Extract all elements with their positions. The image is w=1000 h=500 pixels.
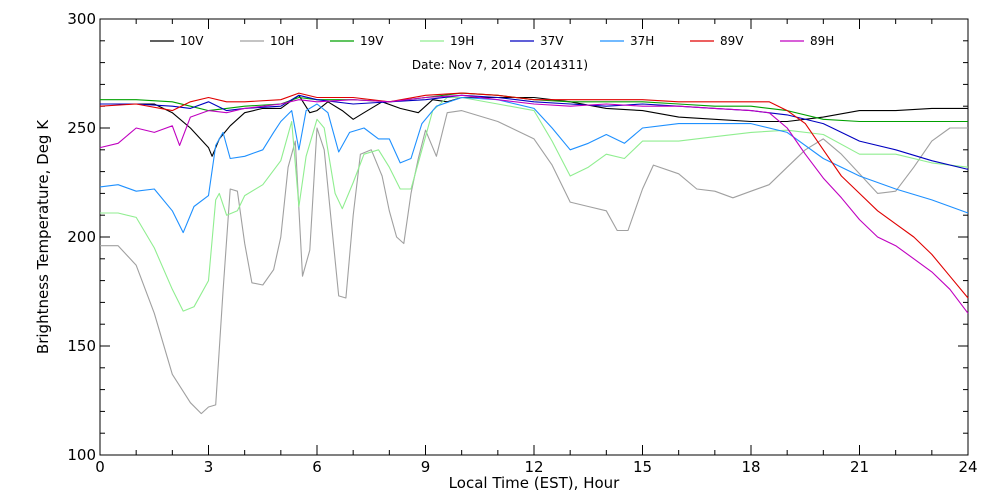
x-axis-title: Local Time (EST), Hour (449, 474, 620, 492)
series-lines (99, 92, 969, 415)
x-tick-label: 21 (850, 458, 869, 476)
y-axis-title: Brightness Temperature, Deg K (34, 119, 52, 354)
y-tick-label: 100 (67, 446, 96, 464)
series-line-37v (100, 94, 969, 170)
x-tick-label: 6 (312, 458, 322, 476)
x-tick-label: 3 (204, 458, 214, 476)
x-tick-label: 12 (524, 458, 543, 476)
legend-label-89h: 89H (810, 34, 834, 48)
y-tick-label: 250 (67, 119, 96, 137)
y-tick-label: 200 (67, 228, 96, 246)
series-line-10h (100, 110, 968, 415)
plot-frame (99, 18, 969, 456)
legend-label-89v: 89V (720, 34, 744, 48)
series-line-19h (100, 96, 969, 312)
legend-label-10v: 10V (180, 34, 204, 48)
legend-label-37h: 37H (630, 34, 654, 48)
legend-label-37v: 37V (540, 34, 564, 48)
x-tick-label: 18 (741, 458, 760, 476)
series-line-10v (100, 94, 968, 157)
x-tick-label: 9 (421, 458, 431, 476)
x-tick-label: 15 (633, 458, 652, 476)
x-tick-label: 24 (958, 458, 977, 476)
series-line-89v (99, 92, 969, 299)
series-line-37h (99, 96, 969, 234)
legend-label-19h: 19H (450, 34, 474, 48)
legend: 10V 10H 19V 19H 37V 37H 89V 89H (150, 34, 834, 48)
x-tick-label: 0 (95, 458, 105, 476)
legend-label-19v: 19V (360, 34, 384, 48)
series-line-89h (99, 94, 969, 314)
legend-label-10h: 10H (270, 34, 294, 48)
y-tick-label: 300 (67, 10, 96, 28)
y-tick-label: 150 (67, 337, 96, 355)
date-annotation: Date: Nov 7, 2014 (2014311) (412, 58, 588, 72)
axis-ticks: 0 3 6 9 12 15 18 21 24 100 150 200 250 300 (67, 10, 977, 476)
